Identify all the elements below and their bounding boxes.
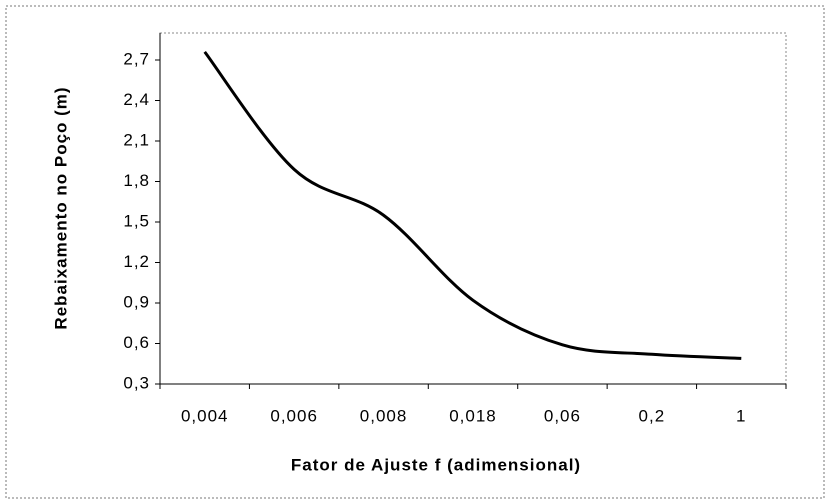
y-tick-label: 2,4 (123, 90, 150, 109)
x-tick-label: 0,018 (449, 406, 497, 425)
y-axis-title: Rebaixamento no Poço (m) (51, 86, 70, 329)
y-tick-label: 2,7 (123, 49, 150, 68)
y-tick-label: 1,8 (123, 171, 150, 190)
y-tick-label: 1,5 (123, 211, 150, 230)
y-tick-label: 0,9 (123, 292, 150, 311)
x-tick-label: 0,006 (270, 406, 318, 425)
chart-border (5, 5, 825, 499)
x-tick-label: 0,008 (360, 406, 408, 425)
x-tick-label: 0,06 (544, 406, 581, 425)
x-tick-label: 1 (736, 406, 746, 425)
y-tick-label: 0,3 (123, 373, 150, 392)
y-tick-label: 1,2 (123, 252, 150, 271)
y-tick-label: 0,6 (123, 333, 150, 352)
x-axis-title: Fator de Ajuste f (adimensional) (291, 455, 581, 474)
y-tick-label: 2,1 (123, 130, 150, 149)
plot-area (159, 32, 787, 385)
x-tick-label: 0,2 (639, 406, 666, 425)
x-tick-label: 0,004 (181, 406, 229, 425)
data-line (203, 50, 742, 360)
